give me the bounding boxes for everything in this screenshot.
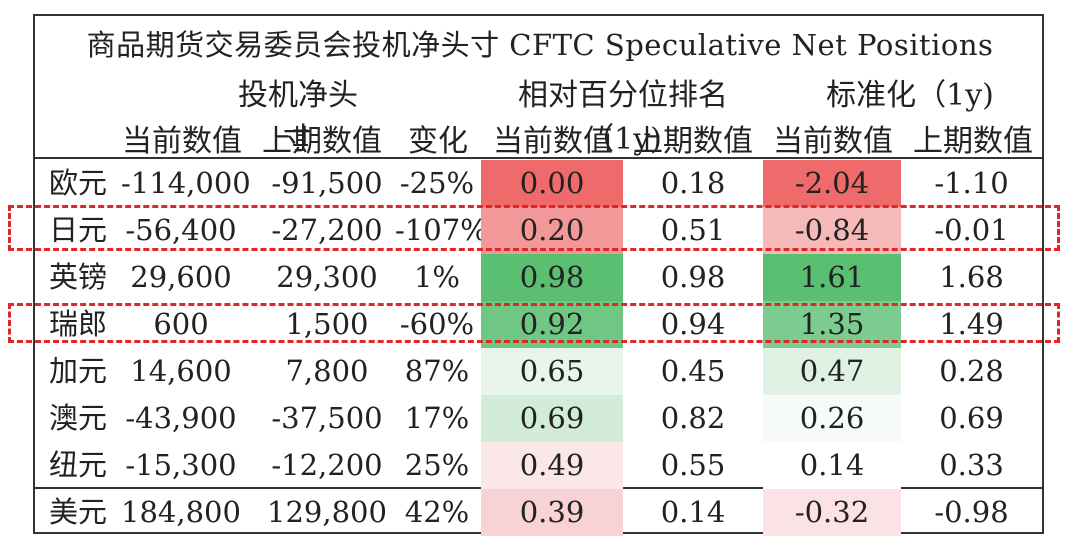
header-divider: [33, 157, 1044, 159]
subheader-rank-previous: 上期数值: [633, 124, 753, 159]
rank-current-cell: 0.65: [481, 348, 623, 395]
net-previous-cell: -91,500: [271, 166, 383, 200]
net-previous-cell: -27,200: [271, 213, 383, 247]
std-current-cell: 0.26: [763, 395, 901, 442]
net-previous-cell: 129,800: [267, 495, 387, 529]
subheader-net-previous: 上期数值: [262, 124, 382, 159]
net-current-cell: 14,600: [130, 354, 232, 388]
net-current-cell: -114,000: [121, 166, 251, 200]
rank-current-cell: 0.69: [481, 395, 623, 442]
table-row: 日元 -56,400 -27,200 -107% 0.20 0.51 -0.84 -0.01: [33, 207, 1044, 254]
net-current-cell: -56,400: [125, 213, 237, 247]
std-previous-cell: -0.01: [934, 213, 1009, 247]
net-previous-cell: -12,200: [271, 448, 383, 482]
group-header-net-positions: 投机净头寸: [238, 78, 358, 157]
subheader-rank-current: 当前数值: [493, 124, 613, 159]
net-previous-cell: 29,300: [276, 260, 378, 294]
std-previous-cell: 0.69: [939, 401, 1004, 435]
table-title: 商品期货交易委员会投机净头寸 CFTC Speculative Net Posi…: [86, 28, 994, 62]
subheader-net-current: 当前数值: [122, 124, 242, 159]
net-previous-cell: -37,500: [271, 401, 383, 435]
rank-previous-cell: 0.98: [660, 260, 726, 294]
currency-name: 英镑: [48, 260, 107, 294]
table-row: 纽元 -15,300 -12,200 25% 0.49 0.55 0.14 0.33: [33, 442, 1044, 489]
net-change-cell: 87%: [404, 354, 470, 388]
net-change-cell: 25%: [404, 448, 470, 482]
currency-name: 瑞郎: [48, 307, 107, 341]
net-change-cell: 1%: [413, 260, 460, 294]
net-change-cell: 17%: [404, 401, 470, 435]
rank-current-cell: 0.98: [481, 254, 623, 301]
rank-previous-cell: 0.51: [660, 213, 726, 247]
rank-current-cell: 0.39: [481, 489, 623, 536]
rank-current-cell: 0.20: [481, 207, 623, 254]
rank-previous-cell: 0.55: [660, 448, 726, 482]
net-current-cell: 29,600: [130, 260, 232, 294]
rank-previous-cell: 0.82: [660, 401, 726, 435]
currency-name: 纽元: [48, 448, 107, 482]
rank-previous-cell: 0.94: [660, 307, 726, 341]
std-current-cell: 0.47: [763, 348, 901, 395]
currency-name: 加元: [48, 354, 107, 388]
net-change-cell: -60%: [399, 307, 475, 341]
currency-name: 欧元: [48, 166, 107, 200]
net-change-cell: 42%: [404, 495, 470, 529]
table-row: 澳元 -43,900 -37,500 17% 0.69 0.82 0.26 0.69: [33, 395, 1044, 442]
std-previous-cell: 1.49: [939, 307, 1004, 341]
std-previous-cell: -1.10: [934, 166, 1009, 200]
group-header-standardized: 标准化（1y): [826, 78, 994, 113]
rank-previous-cell: 0.45: [660, 354, 726, 388]
std-previous-cell: -0.98: [934, 495, 1009, 529]
rank-current-cell: 0.49: [481, 442, 623, 489]
std-current-cell: -0.32: [763, 489, 901, 536]
net-current-cell: -15,300: [125, 448, 237, 482]
std-current-cell: -0.84: [763, 207, 901, 254]
std-previous-cell: 0.33: [939, 448, 1004, 482]
currency-name: 日元: [48, 213, 107, 247]
std-current-cell: 0.14: [763, 442, 901, 489]
net-previous-cell: 1,500: [285, 307, 369, 341]
rank-current-cell: 0.92: [481, 301, 623, 348]
table-row: 英镑 29,600 29,300 1% 0.98 0.98 1.61 1.68: [33, 254, 1044, 301]
table-row: 瑞郎 600 1,500 -60% 0.92 0.94 1.35 1.49: [33, 301, 1044, 348]
table-row: 欧元 -114,000 -91,500 -25% 0.00 0.18 -2.04 -1.10: [33, 160, 1044, 207]
net-current-cell: -43,900: [125, 401, 237, 435]
net-previous-cell: 7,800: [285, 354, 369, 388]
rank-previous-cell: 0.18: [660, 166, 726, 200]
rank-previous-cell: 0.14: [660, 495, 726, 529]
std-previous-cell: 1.68: [939, 260, 1004, 294]
net-change-cell: -107%: [395, 213, 488, 247]
net-change-cell: -25%: [399, 166, 475, 200]
currency-name: 美元: [48, 495, 107, 529]
std-previous-cell: 0.28: [939, 354, 1004, 388]
table-row: 加元 14,600 7,800 87% 0.65 0.45 0.47 0.28: [33, 348, 1044, 395]
group-header-percentile-rank: 相对百分位排名（1y): [518, 78, 728, 157]
currency-name: 澳元: [48, 401, 107, 435]
std-current-cell: -2.04: [763, 160, 901, 207]
std-current-cell: 1.61: [763, 254, 901, 301]
rank-current-cell: 0.00: [481, 160, 623, 207]
net-current-cell: 184,800: [121, 495, 241, 529]
subheader-net-change: 变化: [408, 124, 468, 159]
net-current-cell: 600: [153, 307, 209, 341]
std-current-cell: 1.35: [763, 301, 901, 348]
subheader-std-current: 当前数值: [773, 124, 893, 159]
table-row: 美元 184,800 129,800 42% 0.39 0.14 -0.32 -0.98: [33, 489, 1044, 536]
subheader-std-previous: 上期数值: [913, 124, 1033, 159]
